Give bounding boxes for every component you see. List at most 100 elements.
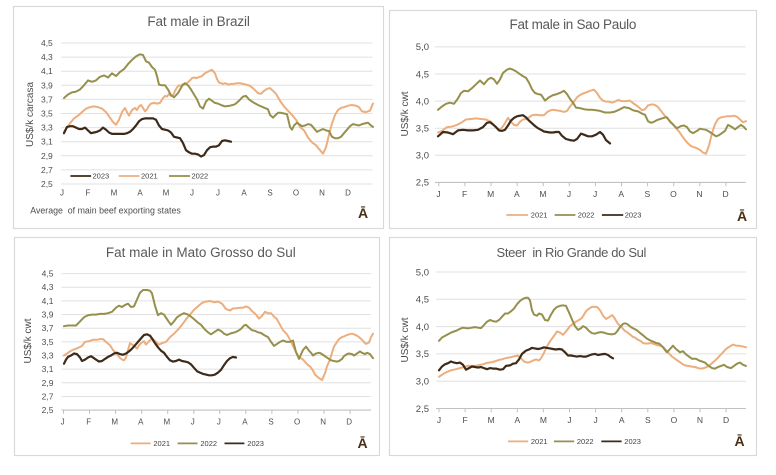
svg-text:J: J xyxy=(567,189,571,199)
svg-text:4,5: 4,5 xyxy=(42,269,54,279)
svg-text:O: O xyxy=(671,415,678,425)
svg-text:S: S xyxy=(644,189,650,199)
svg-text:A: A xyxy=(137,189,143,198)
svg-text:US$/k cwt: US$/k cwt xyxy=(400,91,411,136)
svg-text:4,1: 4,1 xyxy=(41,66,53,76)
svg-text:3,5: 3,5 xyxy=(42,337,54,347)
svg-text:3,5: 3,5 xyxy=(416,124,429,135)
svg-text:A: A xyxy=(514,415,520,425)
svg-text:M: M xyxy=(163,189,170,198)
svg-text:5,0: 5,0 xyxy=(416,42,429,53)
svg-text:US$/k carcasa: US$/k carcasa xyxy=(25,82,36,147)
svg-text:2,5: 2,5 xyxy=(416,178,429,189)
svg-text:A: A xyxy=(618,189,624,199)
svg-text:4,0: 4,0 xyxy=(416,96,429,107)
svg-text:4,0: 4,0 xyxy=(416,322,429,333)
svg-text:2022: 2022 xyxy=(192,172,209,181)
svg-text:4,5: 4,5 xyxy=(416,295,429,306)
svg-text:3,0: 3,0 xyxy=(416,151,429,162)
svg-text:2,9: 2,9 xyxy=(41,151,53,161)
svg-text:US$/k cwt: US$/k cwt xyxy=(400,317,411,362)
svg-text:O: O xyxy=(670,189,677,199)
svg-text:J: J xyxy=(60,189,64,198)
svg-text:5,0: 5,0 xyxy=(416,267,429,278)
svg-text:3,5: 3,5 xyxy=(41,108,53,118)
svg-text:Fat male in Sao Paulo: Fat male in Sao Paulo xyxy=(510,17,637,32)
svg-text:Ā: Ā xyxy=(737,208,747,224)
svg-text:3,3: 3,3 xyxy=(41,123,53,133)
svg-text:4,5: 4,5 xyxy=(41,38,53,48)
svg-text:S: S xyxy=(267,189,272,198)
svg-text:M: M xyxy=(111,417,118,426)
svg-text:M: M xyxy=(539,189,546,199)
svg-text:A: A xyxy=(619,415,625,425)
svg-text:3,9: 3,9 xyxy=(42,310,54,320)
svg-text:N: N xyxy=(319,189,325,198)
svg-text:3,7: 3,7 xyxy=(41,94,53,104)
svg-text:2,5: 2,5 xyxy=(42,405,54,415)
svg-text:J: J xyxy=(217,417,221,426)
svg-text:Average of main beef exportin: Average of main beef exporting states xyxy=(30,205,181,215)
svg-text:2021: 2021 xyxy=(141,172,158,181)
svg-text:4,3: 4,3 xyxy=(41,52,53,62)
svg-text:M: M xyxy=(163,417,170,426)
svg-text:N: N xyxy=(697,415,703,425)
svg-text:S: S xyxy=(268,417,273,426)
svg-text:2021: 2021 xyxy=(531,437,548,446)
svg-text:J: J xyxy=(61,417,65,426)
svg-text:Steer in Rio Grande do Sul: Steer in Rio Grande do Sul xyxy=(497,245,647,260)
svg-text:2,7: 2,7 xyxy=(42,391,54,401)
svg-text:2023: 2023 xyxy=(624,437,641,446)
svg-text:J: J xyxy=(190,189,194,198)
svg-text:2023: 2023 xyxy=(247,439,264,448)
svg-text:A: A xyxy=(241,189,247,198)
svg-text:A: A xyxy=(242,417,248,426)
svg-text:M: M xyxy=(111,189,118,198)
svg-text:3,3: 3,3 xyxy=(42,350,54,360)
svg-text:D: D xyxy=(723,415,729,425)
svg-text:D: D xyxy=(345,189,351,198)
svg-text:J: J xyxy=(567,415,571,425)
svg-text:M: M xyxy=(540,415,547,425)
svg-text:D: D xyxy=(723,189,729,199)
svg-text:F: F xyxy=(462,415,467,425)
svg-text:3,1: 3,1 xyxy=(41,137,53,147)
svg-text:Fat male in Brazil: Fat male in Brazil xyxy=(147,14,250,29)
svg-text:O: O xyxy=(293,189,299,198)
svg-text:S: S xyxy=(645,415,651,425)
svg-text:3,0: 3,0 xyxy=(416,377,429,388)
svg-text:US$/k cwt: US$/k cwt xyxy=(23,318,34,363)
svg-text:2021: 2021 xyxy=(153,439,170,448)
svg-text:2,9: 2,9 xyxy=(42,378,54,388)
svg-text:A: A xyxy=(138,417,144,426)
svg-text:J: J xyxy=(593,415,597,425)
svg-text:J: J xyxy=(593,189,597,199)
svg-text:O: O xyxy=(294,417,300,426)
svg-text:2021: 2021 xyxy=(531,211,548,220)
svg-text:A: A xyxy=(514,189,520,199)
svg-text:2,5: 2,5 xyxy=(41,179,53,189)
svg-text:3,1: 3,1 xyxy=(42,364,54,374)
svg-text:2,7: 2,7 xyxy=(41,165,53,175)
svg-text:2,5: 2,5 xyxy=(416,404,429,415)
svg-text:Fat male in Mato Grosso do Sul: Fat male in Mato Grosso do Sul xyxy=(106,245,296,260)
svg-text:3,7: 3,7 xyxy=(42,323,54,333)
svg-text:J: J xyxy=(437,415,441,425)
svg-text:2022: 2022 xyxy=(578,211,595,220)
svg-text:J: J xyxy=(191,417,195,426)
svg-text:2022: 2022 xyxy=(577,437,594,446)
svg-text:3,5: 3,5 xyxy=(416,349,429,360)
svg-text:J: J xyxy=(216,189,220,198)
svg-text:N: N xyxy=(320,417,326,426)
svg-text:F: F xyxy=(86,189,91,198)
svg-text:4,5: 4,5 xyxy=(416,69,429,80)
svg-text:F: F xyxy=(462,189,467,199)
svg-text:M: M xyxy=(487,189,494,199)
svg-text:4,1: 4,1 xyxy=(42,296,54,306)
svg-text:4,3: 4,3 xyxy=(42,282,54,292)
svg-text:D: D xyxy=(346,417,352,426)
svg-text:2023: 2023 xyxy=(625,211,642,220)
svg-text:M: M xyxy=(488,415,495,425)
svg-text:J: J xyxy=(436,189,440,199)
svg-text:2022: 2022 xyxy=(200,439,217,448)
